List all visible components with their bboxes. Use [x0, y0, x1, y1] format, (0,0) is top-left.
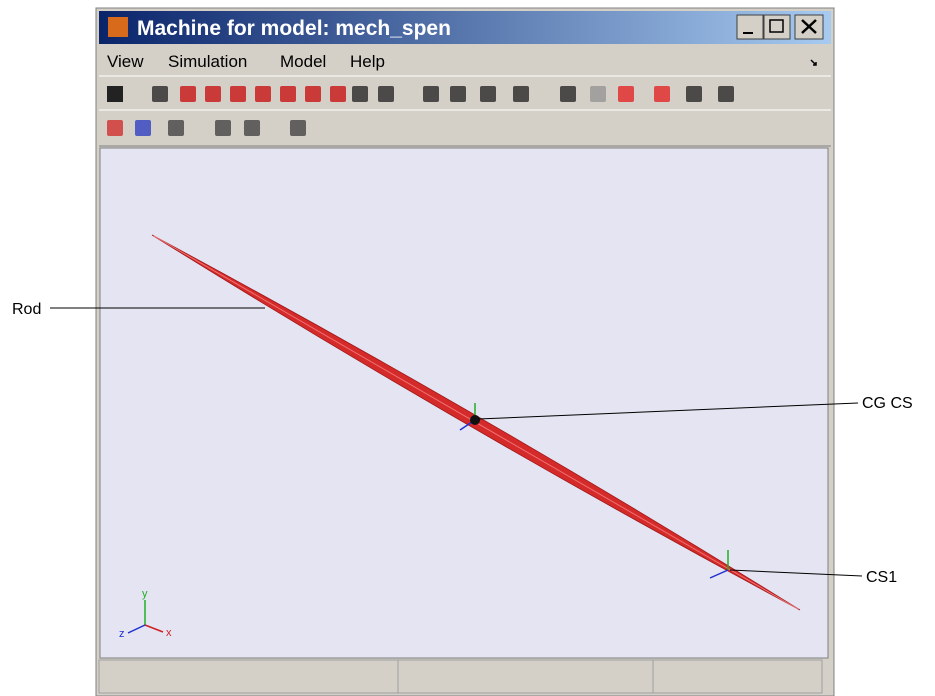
- toolbar-button[interactable]: [180, 86, 196, 102]
- toolbar-button[interactable]: [205, 86, 221, 102]
- axis-label: z: [119, 628, 125, 640]
- axis-label: y: [142, 588, 148, 600]
- toolbar-button[interactable]: [215, 120, 231, 136]
- axis-label: x: [166, 627, 172, 639]
- toolbar-button[interactable]: [168, 120, 184, 136]
- 3d-canvas: [100, 148, 828, 658]
- menu-item[interactable]: Simulation: [168, 52, 247, 71]
- toolbar-button[interactable]: [255, 86, 271, 102]
- toolbar-button[interactable]: [290, 120, 306, 136]
- toolbar-button[interactable]: [230, 86, 246, 102]
- menu-item[interactable]: View: [107, 52, 144, 71]
- toolbar-button[interactable]: [152, 86, 168, 102]
- toolbar-button[interactable]: [330, 86, 346, 102]
- annotation-label: Rod: [12, 301, 41, 318]
- toolbar-button[interactable]: [378, 86, 394, 102]
- toolbar-button[interactable]: [718, 86, 734, 102]
- annotation-label: CS1: [866, 569, 897, 586]
- toolbar-button[interactable]: [480, 86, 496, 102]
- window-buttons: [737, 15, 823, 39]
- toolbar-button[interactable]: [244, 120, 260, 136]
- toolbar-button[interactable]: [618, 86, 634, 102]
- toolbar-button[interactable]: [450, 86, 466, 102]
- toolbar-button[interactable]: [513, 86, 529, 102]
- toolbar-button[interactable]: [560, 86, 576, 102]
- toolbar-button[interactable]: [135, 120, 151, 136]
- menu-item[interactable]: Help: [350, 52, 385, 71]
- annotation-label: CG CS: [862, 395, 913, 412]
- toolbar-button[interactable]: [305, 86, 321, 102]
- maximize-button[interactable]: [764, 15, 790, 39]
- toolbar-button[interactable]: [423, 86, 439, 102]
- toolbar-button[interactable]: [107, 120, 123, 136]
- screenshot: Machine for model: mech_spen View Simula…: [0, 0, 935, 696]
- toolbar-button[interactable]: [654, 86, 670, 102]
- save-button[interactable]: [107, 86, 123, 102]
- minimize-button[interactable]: [737, 15, 763, 39]
- toolbar-button[interactable]: [686, 86, 702, 102]
- toolbar-button[interactable]: [352, 86, 368, 102]
- menu-item[interactable]: Model: [280, 52, 326, 71]
- toolbar-button[interactable]: [280, 86, 296, 102]
- window-title: Machine for model: mech_spen: [137, 17, 451, 40]
- toolbar-button[interactable]: [590, 86, 606, 102]
- app-icon: [108, 17, 128, 37]
